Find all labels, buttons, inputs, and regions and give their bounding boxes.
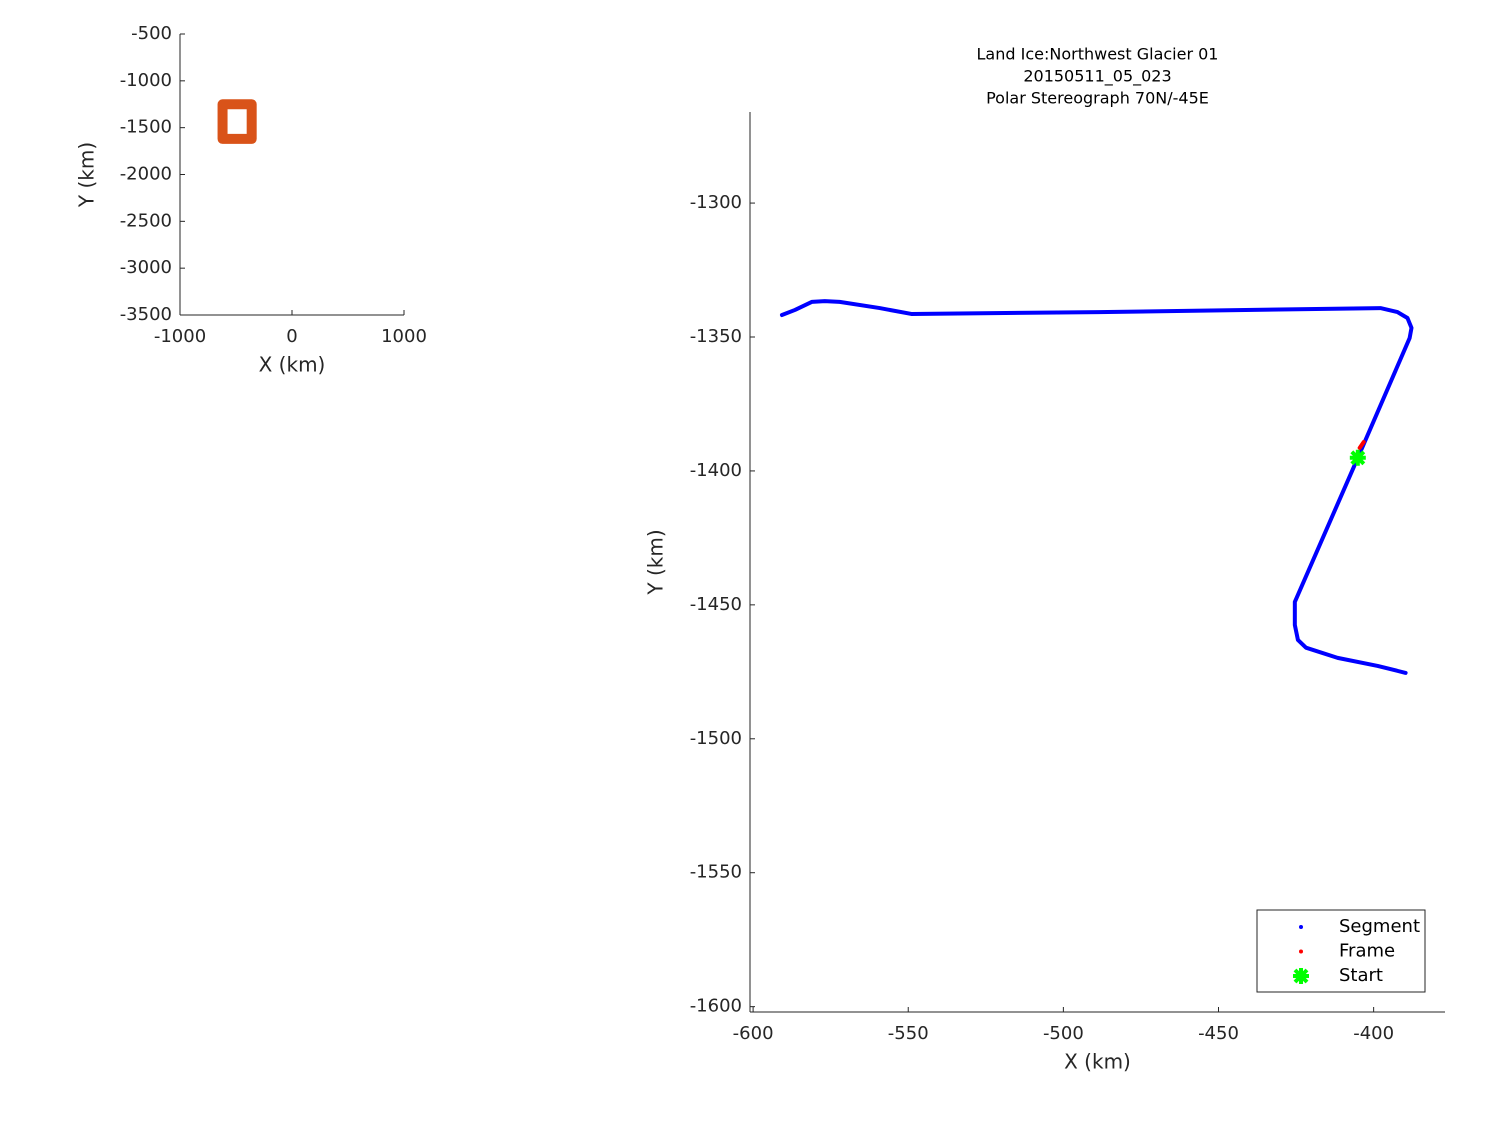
legend-label: Segment bbox=[1339, 916, 1420, 937]
chart-title: 20150511_05_023 bbox=[1023, 67, 1171, 87]
y-tick-label: -1350 bbox=[690, 326, 742, 347]
chart-title: Polar Stereograph 70N/-45E bbox=[986, 89, 1209, 108]
y-tick-label: -1400 bbox=[690, 460, 742, 481]
x-tick-label: -450 bbox=[1198, 1023, 1239, 1044]
y-tick-label: -1450 bbox=[690, 594, 742, 615]
y-axis-label: Y (km) bbox=[644, 529, 668, 595]
y-tick-label: -3500 bbox=[120, 304, 172, 325]
y-tick-label: -1000 bbox=[120, 70, 172, 91]
x-tick-label: -500 bbox=[1043, 1023, 1084, 1044]
legend-box bbox=[1256, 909, 1426, 993]
track-line bbox=[217, 99, 257, 144]
x-axis-label: X (km) bbox=[1064, 1050, 1131, 1074]
start-marker bbox=[1349, 449, 1366, 466]
x-tick-label: -1000 bbox=[154, 326, 206, 347]
y-tick-label: -2500 bbox=[120, 210, 172, 231]
x-tick-label: 0 bbox=[286, 326, 297, 347]
y-tick-label: -3000 bbox=[120, 257, 172, 278]
y-tick-label: -2000 bbox=[120, 164, 172, 185]
y-tick-label: -1300 bbox=[690, 192, 742, 213]
legend-label: Start bbox=[1339, 965, 1383, 986]
x-axis-label: X (km) bbox=[259, 353, 326, 377]
x-tick-label: -400 bbox=[1353, 1023, 1394, 1044]
track-line bbox=[1357, 440, 1366, 450]
chart-title: Land Ice:Northwest Glacier 01 bbox=[977, 45, 1219, 64]
y-tick-label: -1500 bbox=[120, 117, 172, 138]
x-tick-label: -550 bbox=[888, 1023, 929, 1044]
y-tick-label: -500 bbox=[131, 23, 172, 44]
legend-marker bbox=[1293, 968, 1309, 984]
x-tick-label: 1000 bbox=[381, 326, 427, 347]
legend-marker bbox=[1299, 925, 1303, 929]
legend-label: Frame bbox=[1339, 941, 1395, 962]
x-tick-label: -600 bbox=[733, 1023, 774, 1044]
y-tick-label: -1500 bbox=[690, 728, 742, 749]
y-tick-label: -1600 bbox=[690, 996, 742, 1017]
track-line bbox=[779, 299, 1414, 675]
y-tick-label: -1550 bbox=[690, 862, 742, 883]
legend-marker bbox=[1299, 949, 1303, 954]
y-axis-label: Y (km) bbox=[75, 142, 99, 208]
